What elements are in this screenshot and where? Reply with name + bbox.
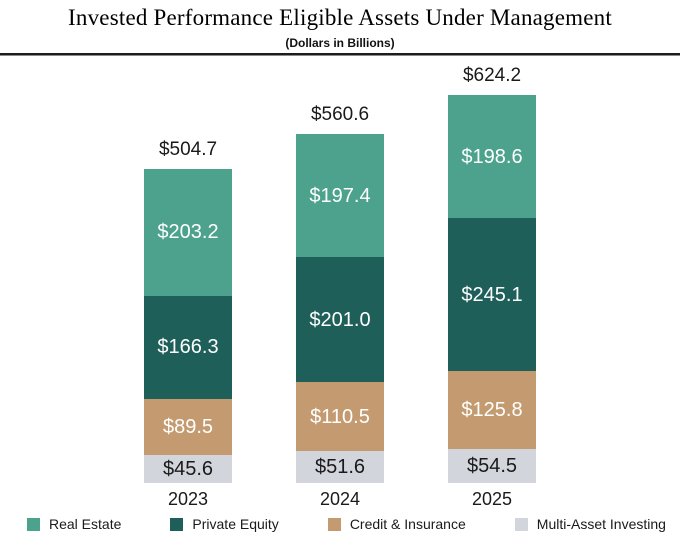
legend-swatch-private-equity: [170, 517, 184, 531]
bar-2023: $203.2 $166.3 $89.5 $45.6: [144, 169, 232, 483]
segment-credit-insurance-2023: $89.5: [144, 398, 232, 455]
legend-item-multi-asset-investing: Multi-Asset Investing: [514, 516, 666, 532]
chart-subtitle: (Dollars in Billions): [285, 36, 395, 50]
segment-real-estate-2025: $198.6: [448, 94, 536, 219]
segment-private-equity-2025: $245.1: [448, 218, 536, 371]
segment-credit-insurance-2025: $125.8: [448, 370, 536, 450]
segment-value-label: $54.5: [466, 455, 518, 478]
segment-value-label: $201.0: [309, 308, 371, 331]
segment-value-label: $51.6: [314, 455, 366, 478]
chart-title: Invested Performance Eligible Assets Und…: [68, 5, 612, 30]
legend-label: Private Equity: [192, 516, 279, 532]
header-divider-line: [0, 53, 680, 56]
legend-label: Real Estate: [49, 516, 122, 532]
segment-value-label: $203.2: [157, 221, 219, 244]
segment-private-equity-2024: $201.0: [296, 257, 384, 383]
segment-value-label: $45.6: [162, 457, 214, 480]
bar-2025: $198.6 $245.1 $125.8 $54.5: [448, 94, 536, 483]
segment-value-label: $110.5: [310, 405, 370, 428]
segment-real-estate-2023: $203.2: [144, 169, 232, 296]
x-axis-label-2025: 2025: [471, 489, 513, 509]
segment-real-estate-2024: $197.4: [296, 134, 384, 258]
segment-private-equity-2023: $166.3: [144, 295, 232, 399]
segment-value-label: $166.3: [157, 336, 219, 359]
segment-value-label: $245.1: [461, 283, 523, 306]
segment-multi-asset-investing-2024: $51.6: [296, 450, 384, 483]
segment-multi-asset-investing-2025: $54.5: [448, 449, 536, 483]
segment-value-label: $89.5: [162, 415, 214, 438]
legend-label: Credit & Insurance: [349, 516, 466, 532]
legend-swatch-multi-asset-investing: [514, 517, 528, 531]
segment-value-label: $125.8: [461, 398, 523, 421]
legend-item-credit-insurance: Credit & Insurance: [327, 516, 466, 532]
bar-total-label-2025: $624.2: [462, 64, 522, 86]
segment-value-label: $197.4: [309, 184, 371, 207]
legend-item-private-equity: Private Equity: [170, 516, 279, 532]
segment-multi-asset-investing-2023: $45.6: [144, 454, 232, 483]
bar-2024: $197.4 $201.0 $110.5 $51.6: [296, 134, 384, 483]
x-axis-label-2023: 2023: [167, 489, 209, 509]
segment-value-label: $198.6: [461, 145, 523, 168]
legend-item-real-estate: Real Estate: [27, 516, 121, 532]
legend-swatch-credit-insurance: [327, 517, 341, 531]
legend-label: Multi-Asset Investing: [536, 516, 666, 532]
legend: Real Estate Private Equity Credit & Insura…: [27, 516, 666, 532]
bar-total-label-2024: $560.6: [310, 104, 370, 126]
segment-credit-insurance-2024: $110.5: [296, 382, 384, 451]
legend-swatch-real-estate: [27, 517, 40, 531]
x-axis-label-2024: 2024: [319, 489, 361, 509]
bar-total-label-2023: $504.7: [158, 139, 218, 161]
